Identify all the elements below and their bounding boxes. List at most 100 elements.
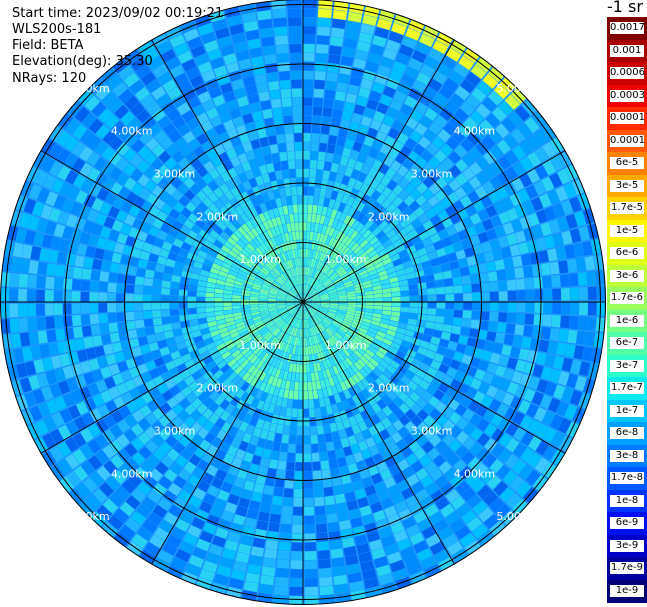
range-bin <box>272 441 281 452</box>
range-bin <box>436 247 447 258</box>
range-bin <box>429 468 443 482</box>
range-bin <box>278 350 284 360</box>
range-bin <box>245 394 255 405</box>
range-bin <box>37 187 50 203</box>
range-bin <box>240 488 253 500</box>
range-bin <box>287 151 295 161</box>
range-bin <box>505 323 516 335</box>
range-bin <box>344 315 354 321</box>
range-bin <box>290 177 297 187</box>
range-bin <box>96 504 113 521</box>
range-bin <box>226 586 242 598</box>
range-bin <box>288 291 297 297</box>
range-bin <box>346 290 356 295</box>
range-bin <box>153 271 164 280</box>
range-bin <box>199 381 211 392</box>
range-bin <box>307 309 314 317</box>
range-bin <box>310 142 319 152</box>
range-bin <box>390 160 402 172</box>
range-bin <box>267 296 277 300</box>
range-bin <box>430 336 441 346</box>
range-bin <box>334 331 343 340</box>
range-bin <box>262 316 272 323</box>
range-bin <box>190 421 203 434</box>
range-bin <box>416 320 426 328</box>
range-bin <box>339 465 350 476</box>
range-bin <box>453 285 463 294</box>
range-bin <box>424 56 440 70</box>
range-bin <box>327 311 336 317</box>
range-bin <box>210 244 221 253</box>
range-bin <box>270 286 280 292</box>
range-bin <box>384 543 399 556</box>
range-bin <box>385 379 396 390</box>
range-bin <box>285 303 295 307</box>
range-bin <box>274 576 289 587</box>
range-bin <box>542 159 556 176</box>
range-bin <box>498 417 512 432</box>
range-bin <box>239 421 249 432</box>
range-bin <box>308 399 315 409</box>
range-bin <box>311 305 320 309</box>
range-bin <box>172 403 184 416</box>
range-bin <box>205 307 215 313</box>
range-bin <box>406 562 423 576</box>
range-bin <box>461 354 473 365</box>
range-bin <box>295 462 303 471</box>
range-bin <box>431 136 445 149</box>
range-bin <box>320 296 329 300</box>
range-bin <box>339 326 348 333</box>
range-bin <box>507 381 519 395</box>
range-bin <box>308 288 315 296</box>
range-bin <box>442 270 453 279</box>
range-bin <box>346 311 355 316</box>
range-bin <box>62 226 74 240</box>
range-bin <box>127 266 138 276</box>
range-bin <box>338 183 347 194</box>
range-bin <box>296 426 303 436</box>
range-bin <box>245 277 255 283</box>
range-bin <box>514 105 531 122</box>
range-bin <box>205 297 214 302</box>
range-bin <box>319 243 325 252</box>
range-bin <box>435 475 449 489</box>
range-bin <box>234 352 244 362</box>
range-label: 3.00km <box>154 167 196 180</box>
range-bin <box>349 326 359 333</box>
range-bin <box>270 504 282 515</box>
range-bin <box>279 288 288 294</box>
range-bin <box>578 287 588 301</box>
range-bin <box>290 308 297 315</box>
range-bin <box>404 183 416 195</box>
range-bin <box>324 432 333 443</box>
range-bin <box>304 586 319 596</box>
range-bin <box>270 450 280 461</box>
range-bin <box>511 177 525 192</box>
range-bin <box>294 381 299 391</box>
range-bin <box>407 277 417 285</box>
range-bin <box>382 115 395 127</box>
range-bin <box>314 79 325 90</box>
range-bin <box>356 402 366 413</box>
range-bin <box>386 329 396 337</box>
range-bin <box>391 306 401 312</box>
range-bin <box>215 527 229 539</box>
range-bin <box>501 117 517 133</box>
range-bin <box>275 318 284 326</box>
range-bin <box>328 307 338 311</box>
range-bin <box>478 381 490 394</box>
range-bin <box>36 289 45 302</box>
range-bin <box>230 331 240 339</box>
range-bin <box>254 278 264 284</box>
range-bin <box>419 115 433 129</box>
range-bin <box>434 149 447 163</box>
range-bin <box>362 280 372 286</box>
range-bin <box>455 480 470 495</box>
range-bin <box>319 451 329 462</box>
range-bin <box>276 44 289 54</box>
range-bin <box>467 457 482 471</box>
range-bin <box>318 322 326 331</box>
range-bin <box>107 303 117 313</box>
range-bin <box>202 370 213 381</box>
range-bin <box>331 476 342 487</box>
